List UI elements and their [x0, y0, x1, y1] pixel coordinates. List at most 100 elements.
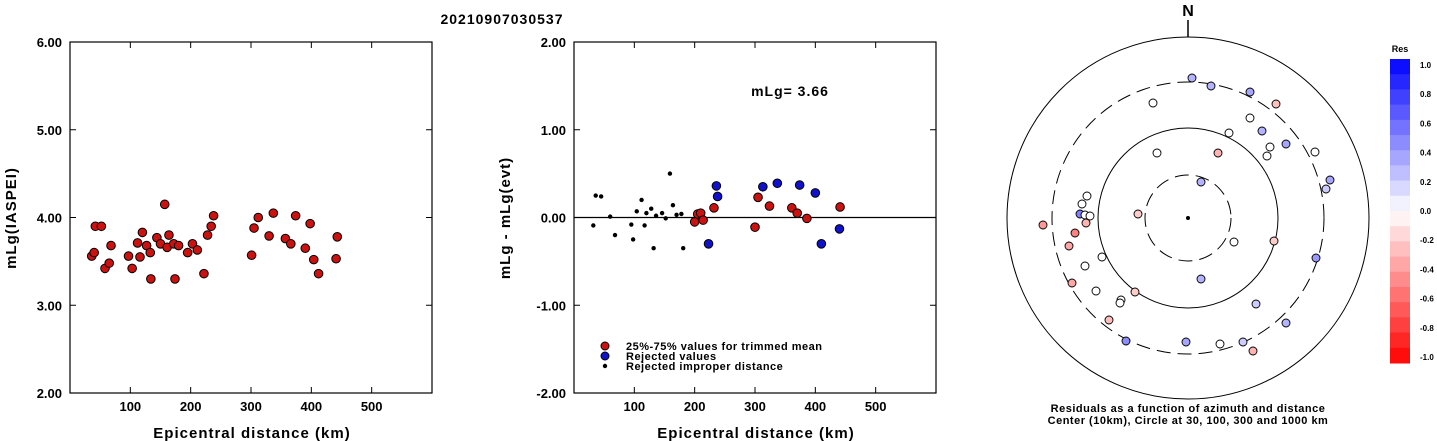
colorbar-band: [1390, 195, 1410, 212]
trimmed-mean-point: [698, 215, 708, 225]
data-point: [206, 221, 216, 232]
x-tick-label: 200: [180, 399, 202, 414]
colorbar-band: [1390, 241, 1410, 258]
colorbar-band: [1390, 74, 1410, 90]
colorbar-tick-label: -0.8: [1420, 324, 1434, 333]
legend-label: Rejected values: [626, 351, 717, 363]
data-point: [127, 263, 137, 274]
middle-x-axis-label: Epicentral distance (km): [657, 425, 854, 441]
y-tick-label: 2.00: [37, 386, 62, 401]
legend-label: 25%-75% values for trimmed mean: [626, 341, 822, 353]
colorbar-tick-label: 0.4: [1420, 149, 1432, 158]
colorbar-band: [1390, 211, 1410, 227]
improper-distance-point: [649, 206, 654, 211]
colorbar-band: [1390, 180, 1410, 197]
ring-100km: [1097, 127, 1279, 309]
polar-panel: N Residuals as a function of azimuth and…: [1006, 3, 1370, 427]
colorbar-title: Res: [1392, 44, 1409, 54]
colorbar-tick-label: 0.6: [1420, 119, 1432, 128]
colorbar-band: [1390, 287, 1410, 303]
residual-point: [1215, 339, 1225, 349]
residual-point: [1206, 81, 1216, 91]
x-tick-label: 500: [361, 399, 383, 414]
residual-point: [1097, 252, 1107, 262]
trimmed-mean-point: [792, 208, 803, 218]
legend: 25%-75% values for trimmed meanRejected …: [600, 341, 822, 373]
left-y-axis-label: mLg(IASPEI): [3, 167, 20, 269]
middle-axis-ticks: 100 200 300 400 500 -2.00 -1.00 0.00 1.00 2.00: [536, 35, 936, 414]
improper-distance-point: [612, 232, 618, 238]
data-point: [173, 240, 184, 251]
residual-point: [1281, 318, 1291, 328]
improper-distance-point: [642, 223, 647, 228]
colorbar-tick-label: 0.0: [1420, 207, 1432, 216]
residual-point: [1229, 237, 1239, 247]
polar-caption-line1: Residuals as a function of azimuth and d…: [1051, 403, 1326, 415]
residual-point: [1133, 209, 1143, 219]
colorbar-band: [1390, 302, 1410, 318]
data-point: [135, 252, 145, 262]
x-tick-label: 300: [744, 399, 766, 414]
residual-point: [1196, 177, 1206, 187]
residual-point: [1070, 228, 1080, 238]
data-point: [249, 223, 259, 233]
residual-point: [1321, 184, 1331, 194]
colorbar-band: [1390, 271, 1410, 288]
improper-distance-point: [634, 209, 639, 214]
colorbar-band: [1390, 119, 1410, 136]
data-point: [170, 274, 180, 284]
residual-point: [1196, 274, 1206, 284]
trimmed-mean-point: [709, 203, 719, 213]
polar-data-points: [1038, 73, 1335, 356]
data-point: [332, 232, 343, 242]
data-point: [268, 208, 279, 218]
colorbar-band: [1390, 226, 1410, 242]
rejected-point: [703, 239, 714, 249]
residual-point: [1181, 337, 1191, 347]
x-tick-label: 200: [684, 399, 706, 414]
y-tick-label: 3.00: [37, 298, 62, 313]
improper-distance-point: [598, 194, 604, 199]
residual-point: [1104, 315, 1114, 325]
improper-distance-point: [681, 246, 686, 251]
left-panel: 100 200 300 400 500 2.00 3.00 4.00 5.00 6.00 Epic…: [3, 35, 433, 441]
colorbar-bands: [1390, 59, 1410, 364]
residual-point: [1248, 346, 1258, 356]
residual-point: [1067, 278, 1077, 288]
colorbar-band: [1390, 347, 1410, 364]
colorbar-tick-label: -0.2: [1420, 236, 1434, 245]
residual-point: [1224, 128, 1234, 138]
x-tick-label: 400: [300, 399, 322, 414]
rejected-point: [711, 181, 722, 191]
middle-data-points: [591, 171, 845, 251]
residual-point: [1265, 142, 1275, 152]
rejected-point: [712, 191, 723, 202]
x-tick-label: 400: [804, 399, 826, 414]
improper-distance-point: [629, 222, 634, 227]
left-x-axis-label: Epicentral distance (km): [153, 425, 350, 441]
y-tick-label: 1.00: [541, 123, 566, 138]
colorbar-tick-label: 0.2: [1420, 178, 1432, 187]
data-point: [331, 253, 341, 264]
north-label: N: [1182, 3, 1194, 20]
residual-point: [1187, 73, 1197, 83]
data-point: [96, 221, 107, 232]
data-point: [89, 247, 99, 258]
left-axis-ticks: 100 200 300 400 500 2.00 3.00 4.00 5.00 6.00: [37, 35, 432, 414]
colorbar-band: [1390, 104, 1410, 121]
data-point: [313, 268, 324, 279]
data-point: [300, 243, 311, 254]
residual-point: [1251, 299, 1261, 309]
improper-distance-point: [593, 193, 598, 198]
data-point: [146, 274, 156, 284]
trimmed-mean-point: [753, 192, 763, 203]
colorbar-tick-label: 1.0: [1420, 61, 1432, 70]
data-point: [308, 254, 319, 265]
left-data-points: [86, 199, 343, 284]
ring-300km: [1051, 81, 1325, 355]
data-point: [290, 210, 301, 221]
improper-distance-point: [663, 216, 668, 221]
residual-point: [1085, 211, 1095, 221]
legend-swatch: [602, 363, 608, 369]
residual-point: [1245, 87, 1255, 97]
